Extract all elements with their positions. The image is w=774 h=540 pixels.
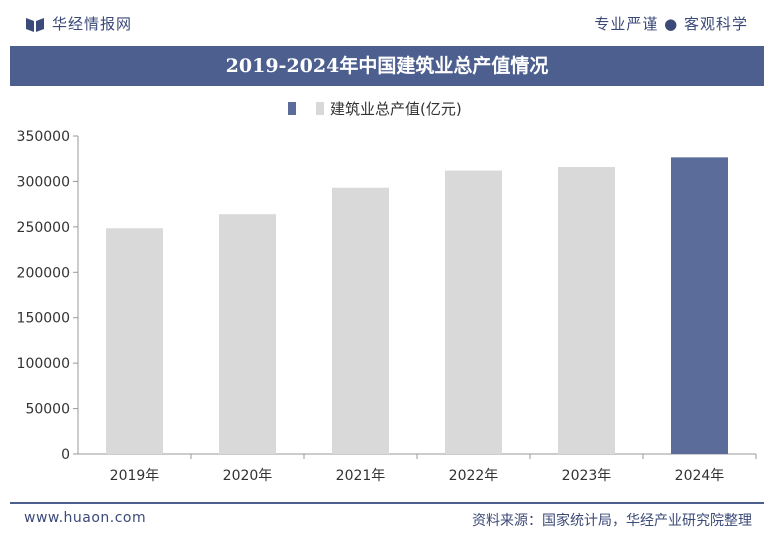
chart-title: 2019-2024年中国建筑业总产值情况 [225, 55, 549, 77]
bar-2019年 [106, 228, 163, 454]
chart-area: 建筑业总产值(亿元) 0 50000 100000 150000 200000 250000… [0, 86, 774, 504]
x-tick-label: 2022年 [449, 468, 499, 484]
footer-divider [10, 502, 764, 504]
website-link[interactable]: www.huaon.com [24, 510, 147, 526]
bar-2022年 [445, 170, 502, 454]
y-tick-label: 250000 [17, 220, 70, 236]
y-tick-label: 350000 [17, 129, 70, 145]
y-tick-label: 150000 [17, 311, 70, 327]
y-tick-label: 200000 [17, 265, 70, 281]
bar-2024年 [671, 157, 728, 454]
bar-2023年 [558, 166, 615, 454]
brand-name: 华经情报网 [52, 15, 133, 33]
brand-header: 华经情报网 专业严谨 ● 客观科学 [0, 0, 774, 44]
x-tick-label: 2021年 [336, 468, 386, 484]
y-tick-label: 300000 [17, 174, 70, 190]
legend-label: 建筑业总产值(亿元) [330, 100, 462, 118]
source-note: 资料来源：国家统计局，华经产业研究院整理 [472, 513, 752, 529]
brand-logo-icon [26, 18, 44, 32]
x-tick-label: 2019年 [110, 468, 160, 484]
title-band: 2019-2024年中国建筑业总产值情况 [10, 46, 764, 86]
y-tick-label: 0 [61, 447, 70, 463]
y-tick-label: 50000 [25, 402, 70, 418]
x-tick-label: 2023年 [562, 468, 612, 484]
bar-2020年 [219, 214, 276, 454]
slogan: 专业严谨 ● 客观科学 [594, 15, 748, 33]
y-tick-label: 100000 [17, 356, 70, 372]
bar-2021年 [332, 187, 389, 454]
legend-swatch-highlight [288, 102, 296, 115]
x-tick-label: 2020年 [223, 468, 273, 484]
x-tick-label: 2024年 [675, 468, 725, 484]
bar-chart: 建筑业总产值(亿元) 0 50000 100000 150000 200000 250000… [17, 100, 757, 484]
footer: www.huaon.com 资料来源：国家统计局，华经产业研究院整理 [0, 502, 774, 540]
legend-swatch [316, 102, 324, 115]
